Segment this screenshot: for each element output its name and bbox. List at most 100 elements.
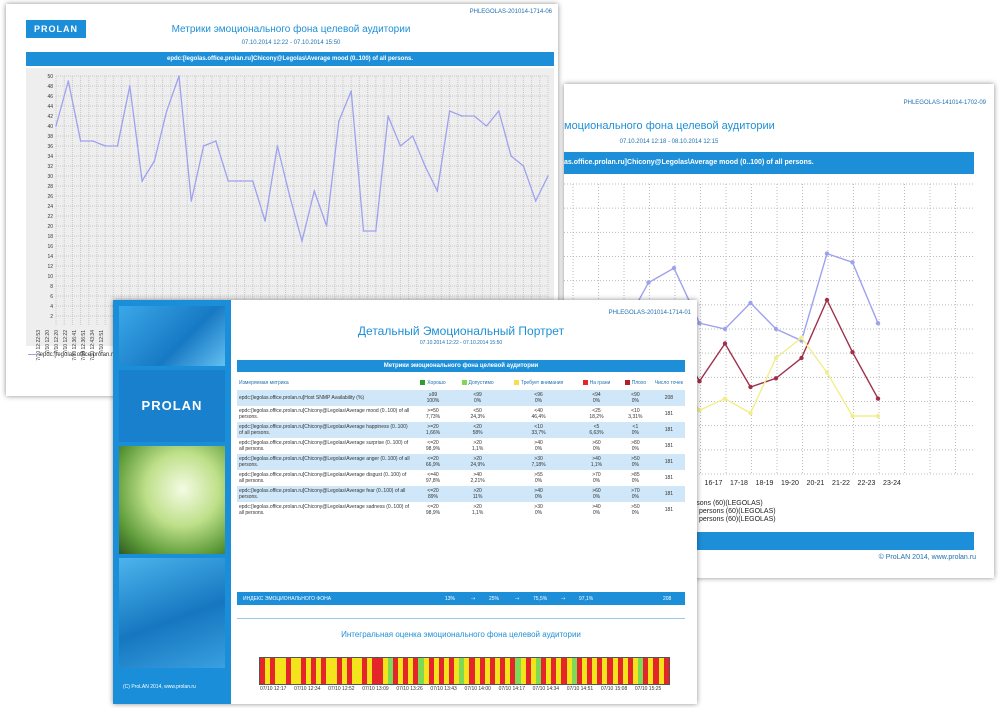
data-point: [387, 115, 389, 117]
data-point: [824, 297, 830, 303]
good-swatch: [420, 380, 426, 386]
x-tick-label: 22-23: [858, 480, 876, 487]
heat-tick-label: 07/10 12:34: [294, 686, 321, 692]
data-point: [473, 115, 476, 117]
point-count: 181: [664, 443, 674, 449]
data-point: [104, 145, 106, 147]
heat-cell: [331, 658, 337, 684]
data-point: [436, 190, 439, 192]
metric-cell: >60 0%: [592, 440, 601, 452]
point-count: 181: [652, 486, 685, 502]
heat-cell: [500, 658, 506, 684]
page-title: Метрики эмоционального фона целевой ауди…: [171, 24, 411, 35]
heat-cell: [464, 658, 470, 684]
index-value-1: 13%: [445, 596, 456, 602]
x-tick-label: 20-21: [807, 480, 825, 487]
heat-cell: [351, 658, 358, 684]
metric-cell: >40 1,1%: [574, 454, 619, 470]
heat-cell: [326, 658, 332, 684]
heat-cell: [515, 658, 521, 684]
metric-cell: <99 0%: [453, 390, 503, 406]
heat-cell: [387, 658, 393, 684]
metric-cell: >55 0%: [534, 472, 543, 484]
data-point: [350, 90, 353, 92]
heatmap-axis: 07/10 12:17 07/10 12:34 07/10 12:52 07/10 1…: [260, 686, 669, 694]
data-point: [202, 145, 205, 147]
x-tick-label: 7/10 12:51: [99, 330, 105, 354]
metric-cell: >=50 7,73%: [425, 408, 441, 420]
heat-cell: [505, 658, 511, 684]
heat-cell: [443, 658, 450, 684]
heat-cell: [459, 658, 465, 684]
y-tick-label: 32: [47, 164, 53, 170]
heat-cell: [260, 658, 266, 684]
legend-item: all persons (60)(LEGOLAS): [690, 516, 776, 523]
y-tick-label: 38: [47, 134, 53, 140]
data-point: [190, 200, 193, 202]
y-tick-label: 14: [47, 254, 53, 260]
y-tick-label: 12: [47, 264, 53, 270]
point-count: 181: [664, 411, 674, 417]
metric-cell: >85 0%: [631, 472, 640, 484]
date-range: 07.10.2014 12:22 - 07.10.2014 15:50: [241, 40, 341, 46]
data-point: [67, 80, 70, 82]
metric-name: epdc:[legolas.office.prolan.ru]Host SNMP…: [237, 390, 413, 406]
heat-cell: [367, 658, 373, 684]
data-point: [850, 350, 855, 355]
data-point: [498, 110, 500, 112]
data-point: [510, 155, 512, 157]
heat-cell: [423, 658, 429, 684]
heat-tick-label: 07/10 14:00: [464, 686, 491, 692]
data-point: [875, 413, 881, 419]
heat-cell: [454, 658, 460, 684]
data-point: [116, 145, 119, 147]
y-tick-label: 16: [47, 244, 53, 250]
heat-cell: [418, 658, 424, 684]
table-row: epdc:[legolas.office.prolan.ru]Chicony@L…: [237, 422, 685, 438]
heat-tick-label: 07/10 12:17: [260, 686, 287, 692]
x-tick-label: 7/10 12:20: [45, 330, 51, 354]
data-point: [375, 230, 377, 232]
data-point: [252, 180, 254, 182]
data-point: [850, 413, 855, 419]
metric-cell: <25 18,2%: [589, 408, 604, 420]
heat-cell: [336, 658, 342, 684]
heat-cell: [592, 658, 598, 684]
heat-cell: [627, 658, 633, 684]
heat-cell: [433, 658, 439, 684]
left-column: PROLAN (C) ProLAN 2014, www.prolan.ru: [113, 300, 231, 704]
heat-cell: [602, 658, 608, 684]
metric-cell: <=40 97,8%: [425, 472, 441, 484]
heat-cell: [316, 658, 322, 684]
data-point: [362, 230, 365, 232]
metric-cell: <10 33,7%: [502, 422, 575, 438]
heat-cell: [658, 658, 664, 684]
legend-item: all persons (60)(LEGOLAS): [690, 508, 776, 515]
x-tick-label: 21-22: [832, 480, 850, 487]
index-value-4: 97,1%: [579, 596, 594, 602]
data-point: [534, 200, 537, 202]
report-id: PHLEGOLAS-201014-1714-06: [469, 9, 552, 15]
heat-cell: [525, 658, 531, 684]
data-point: [522, 165, 525, 167]
data-point: [215, 140, 217, 142]
col-header-acceptable: Допустимо: [453, 376, 502, 390]
emotion-index-bar: ИНДЕКС ЭМОЦИОНАЛЬНОГО ФОНА 13% ⇢ 25% ⇢ 7…: [237, 592, 685, 605]
data-point: [92, 140, 94, 142]
metric-name: epdc:[legolas.office.prolan.ru]Chicony@L…: [239, 472, 407, 484]
data-point: [773, 355, 779, 361]
chart-legend: epdc:[legolas.office.prolan.ru]Ch: [28, 352, 126, 358]
heat-cell: [546, 658, 552, 684]
table-row: epdc:[legolas.office.prolan.ru]Chicony@L…: [237, 438, 685, 454]
x-tick-label: 7/10 12:36:41: [72, 330, 78, 361]
data-point: [799, 355, 804, 361]
col-header-metric: Измеряемая метрика: [239, 380, 289, 386]
index-value-2: 25%: [489, 596, 500, 602]
y-tick-label: 18: [47, 234, 53, 240]
heat-cell: [653, 658, 659, 684]
y-tick-label: 34: [47, 154, 53, 160]
y-tick-label: 48: [47, 84, 53, 90]
heat-cell: [321, 658, 327, 684]
metric-cell: <10 3,31%: [628, 408, 643, 420]
metric-name: epdc:[legolas.office.prolan.ru]Chicony@L…: [237, 454, 413, 470]
